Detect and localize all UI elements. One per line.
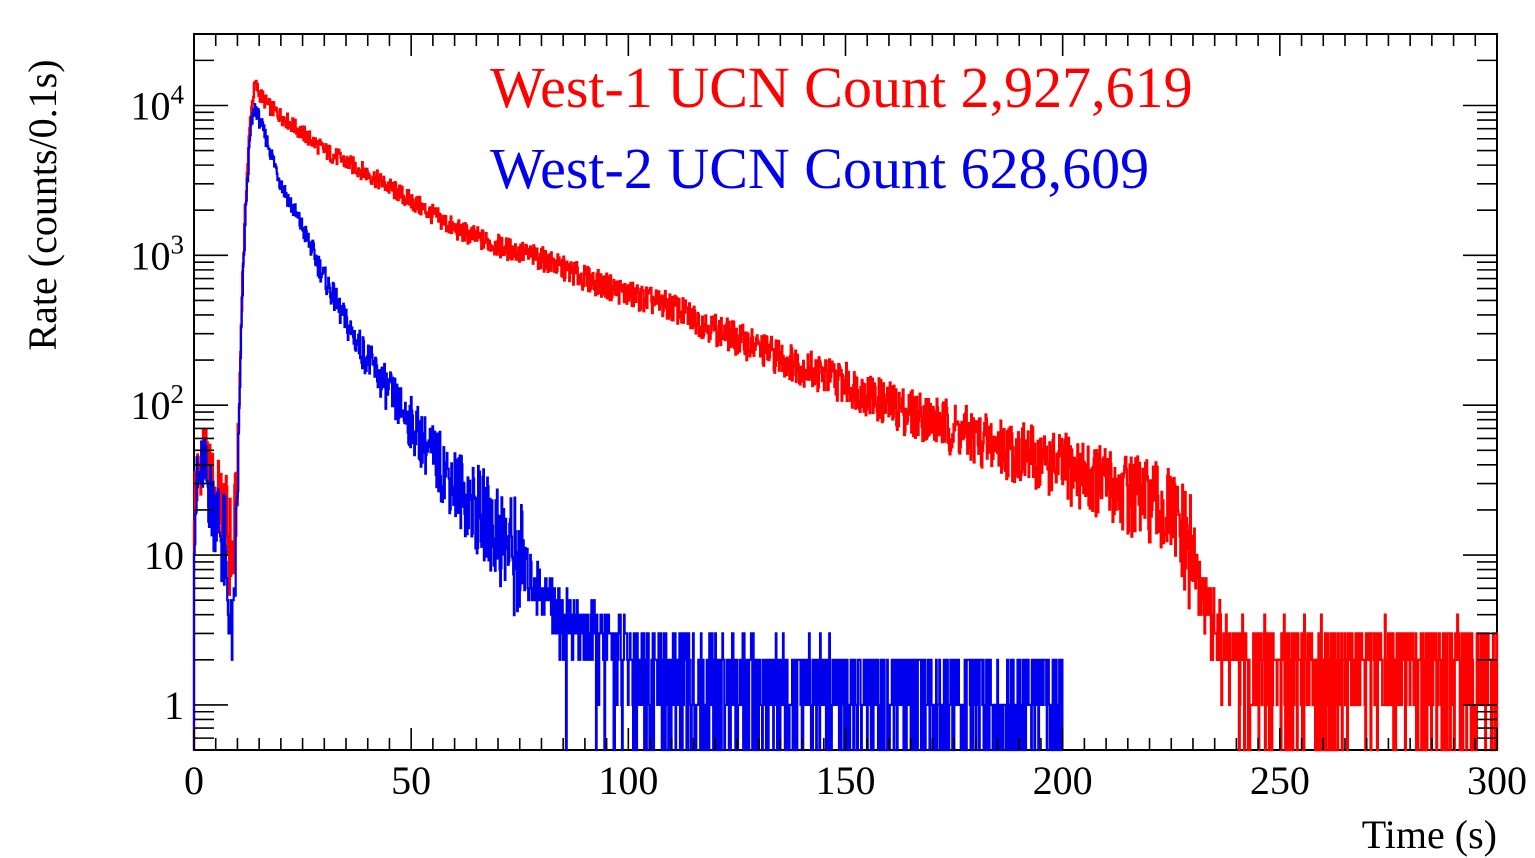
series-line-1 xyxy=(192,79,1499,752)
legend-entry-1: West-1 UCN Count 2,927,619 xyxy=(490,55,1193,120)
y-tick-label: 103 xyxy=(131,229,185,278)
x-axis-title: Time (s) xyxy=(1362,812,1497,857)
series-line-2 xyxy=(192,103,1064,752)
y-tick-label: 104 xyxy=(131,79,185,128)
y-axis-title: Rate (counts/0.1s) xyxy=(20,59,65,350)
legend-entry-2: West-2 UCN Count 628,609 xyxy=(490,136,1149,201)
series-layer xyxy=(192,79,1499,752)
y-tick-label: 1 xyxy=(164,683,184,728)
y-tick-label: 10 xyxy=(144,533,184,578)
x-tick-label: 0 xyxy=(184,758,204,803)
legend: West-1 UCN Count 2,927,619 West-2 UCN Cou… xyxy=(490,55,1193,201)
axis-ticks xyxy=(193,33,1498,751)
y-tick-labels: 1 10 102 103 104 xyxy=(131,79,185,727)
x-tick-label: 150 xyxy=(816,758,876,803)
x-tick-label: 100 xyxy=(598,758,658,803)
x-tick-label: 50 xyxy=(391,758,431,803)
x-tick-labels: 0 50 100 150 200 250 300 xyxy=(184,758,1527,803)
x-tick-label: 250 xyxy=(1250,758,1310,803)
x-tick-label: 200 xyxy=(1033,758,1093,803)
y-tick-label: 102 xyxy=(131,379,185,428)
x-tick-label: 300 xyxy=(1467,758,1527,803)
